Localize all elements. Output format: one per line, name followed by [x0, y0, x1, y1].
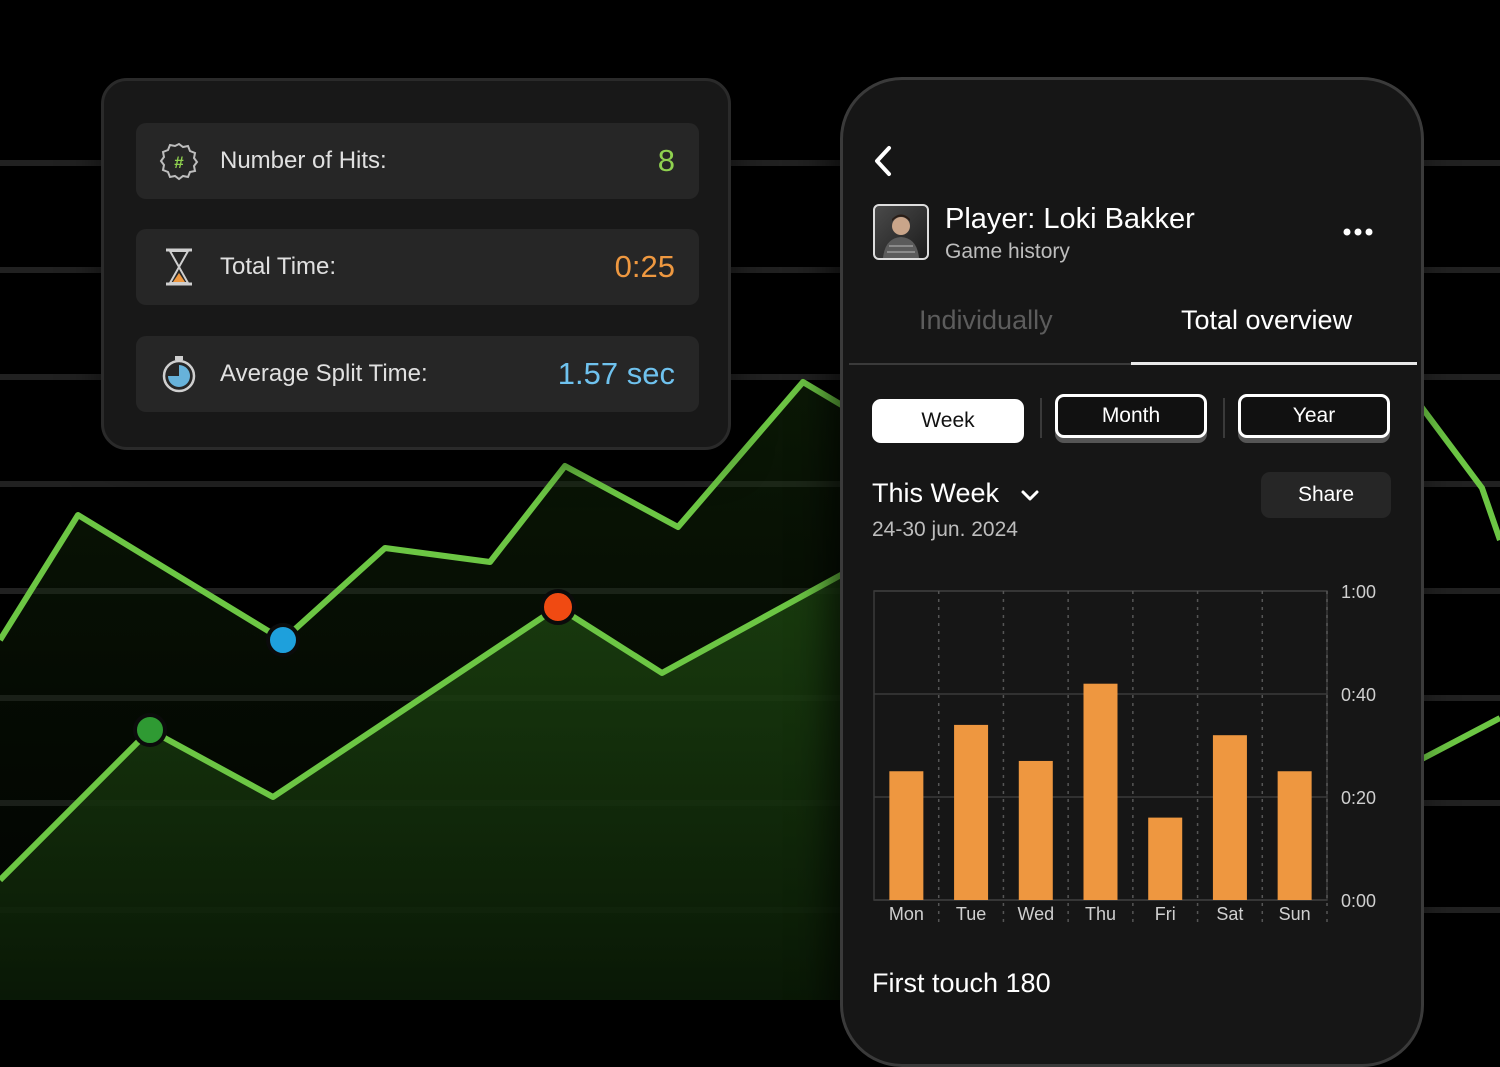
- x-tick-label: Mon: [889, 904, 924, 924]
- blue-point-marker: [266, 623, 300, 657]
- total-time-value: 0:25: [614, 249, 675, 284]
- week-button[interactable]: Week: [872, 399, 1024, 443]
- segment-divider: [1223, 398, 1225, 438]
- x-tick-label: Fri: [1155, 904, 1176, 924]
- y-tick-label: 1:00: [1341, 582, 1376, 602]
- right-trend-line-2: [1418, 715, 1500, 763]
- bar-thu: [1083, 683, 1118, 900]
- x-tick-label: Wed: [1017, 904, 1054, 924]
- upper-trend-line: [0, 379, 852, 643]
- right-trend-line: [1417, 403, 1500, 541]
- lower-trend-line: [0, 567, 852, 883]
- section-title: First touch 180: [872, 968, 1051, 998]
- date-range: 24-30 jun. 2024: [872, 518, 1018, 541]
- svg-text:#: #: [174, 153, 184, 172]
- tab-active-indicator: [1131, 362, 1417, 365]
- background-line-chart: [0, 160, 1500, 1000]
- stat-label: Number of Hits:: [220, 147, 387, 174]
- chevron-down-icon[interactable]: [1019, 488, 1041, 504]
- stat-row-split-time: Average Split Time: 1.57 sec: [136, 336, 699, 412]
- phone-screen: Player: Loki Bakker Game history Individ…: [840, 77, 1424, 1067]
- back-arrow-icon[interactable]: [869, 144, 897, 178]
- bar-sat: [1212, 735, 1247, 900]
- y-tick-label: 0:00: [1341, 891, 1376, 911]
- year-button[interactable]: Year: [1238, 394, 1390, 438]
- avatar: [873, 204, 929, 260]
- player-subtitle: Game history: [945, 240, 1070, 263]
- hourglass-icon: [158, 246, 200, 288]
- bar-sun: [1277, 771, 1312, 900]
- period-title[interactable]: This Week: [872, 478, 1000, 508]
- hits-value: 8: [657, 143, 675, 178]
- player-name: Player: Loki Bakker: [945, 203, 1195, 235]
- green-point-marker: [133, 713, 167, 747]
- bar-wed: [1018, 760, 1053, 900]
- more-options-icon[interactable]: [1338, 222, 1378, 242]
- y-tick-label: 0:40: [1341, 685, 1376, 705]
- x-tick-label: Sun: [1279, 904, 1311, 924]
- hash-badge-icon: #: [158, 140, 200, 182]
- orange-point-marker: [540, 589, 576, 625]
- stat-label: Total Time:: [220, 253, 337, 280]
- stat-row-hits: # Number of Hits: 8: [136, 123, 699, 199]
- stat-row-total-time: Total Time: 0:25: [136, 229, 699, 305]
- stats-card: # Number of Hits: 8 Total Time: 0:25 Ave…: [101, 78, 731, 450]
- x-tick-label: Tue: [956, 904, 986, 924]
- stat-label: Average Split Time:: [220, 360, 428, 387]
- share-button[interactable]: Share: [1261, 472, 1391, 518]
- segment-divider: [1040, 398, 1042, 438]
- bar-fri: [1148, 817, 1183, 900]
- y-tick-label: 0:20: [1341, 788, 1376, 808]
- month-button[interactable]: Month: [1055, 394, 1207, 438]
- x-tick-label: Sat: [1216, 904, 1243, 924]
- tab-individually[interactable]: Individually: [919, 305, 1053, 335]
- chart-frame: [873, 590, 1328, 901]
- stopwatch-icon: [158, 353, 200, 395]
- bar-mon: [889, 771, 924, 900]
- lower-line-area: [0, 570, 850, 1000]
- x-tick-label: Thu: [1085, 904, 1116, 924]
- split-time-value: 1.57 sec: [557, 356, 675, 391]
- tab-total-overview[interactable]: Total overview: [1181, 305, 1353, 335]
- bar-tue: [954, 724, 989, 900]
